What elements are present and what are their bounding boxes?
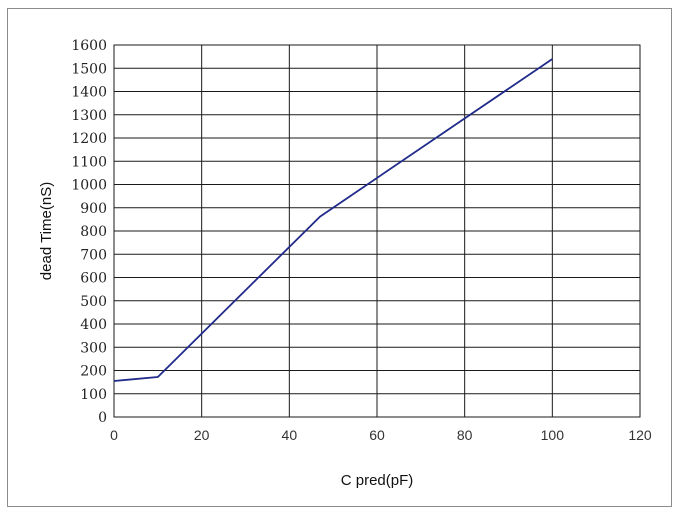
y-tick-label-0: 0: [98, 410, 107, 426]
y-tick-label-8: 800: [80, 224, 107, 240]
x-tick-label-4: 80: [457, 427, 473, 443]
y-tick-label-16: 1600: [71, 38, 107, 54]
y-axis-ticks: 0 100 200 300 400 500 600 700 800 900 1000 1100 1200…: [71, 38, 107, 426]
y-tick-label-2: 200: [80, 364, 107, 380]
y-tick-label-1: 100: [80, 387, 107, 403]
grid-lines: [114, 45, 640, 417]
y-tick-label-4: 400: [80, 317, 107, 333]
y-tick-label-11: 1100: [71, 154, 107, 170]
y-tick-label-3: 300: [80, 340, 107, 356]
y-tick-label-6: 600: [80, 271, 107, 287]
x-tick-label-5: 100: [541, 427, 565, 443]
y-tick-label-5: 500: [80, 294, 107, 310]
x-axis-label: C pred(pF): [341, 472, 414, 489]
x-tick-label-6: 120: [628, 427, 652, 443]
y-tick-label-13: 1300: [71, 108, 107, 124]
x-tick-label-2: 40: [282, 427, 298, 443]
y-tick-label-7: 700: [80, 247, 107, 263]
series-line-0: [114, 59, 552, 381]
y-axis-label: dead Time(nS): [38, 182, 55, 280]
y-tick-label-12: 1200: [71, 131, 107, 147]
x-axis-ticks: 0 20 40 60 80 100 120: [110, 427, 652, 443]
x-tick-label-1: 20: [194, 427, 210, 443]
y-tick-label-9: 900: [80, 201, 107, 217]
series-layer: [114, 59, 552, 381]
y-tick-label-14: 1400: [71, 85, 107, 101]
y-tick-label-15: 1500: [71, 61, 107, 77]
y-tick-label-10: 1000: [71, 178, 107, 194]
x-tick-label-3: 60: [369, 427, 385, 443]
x-tick-label-0: 0: [110, 427, 118, 443]
